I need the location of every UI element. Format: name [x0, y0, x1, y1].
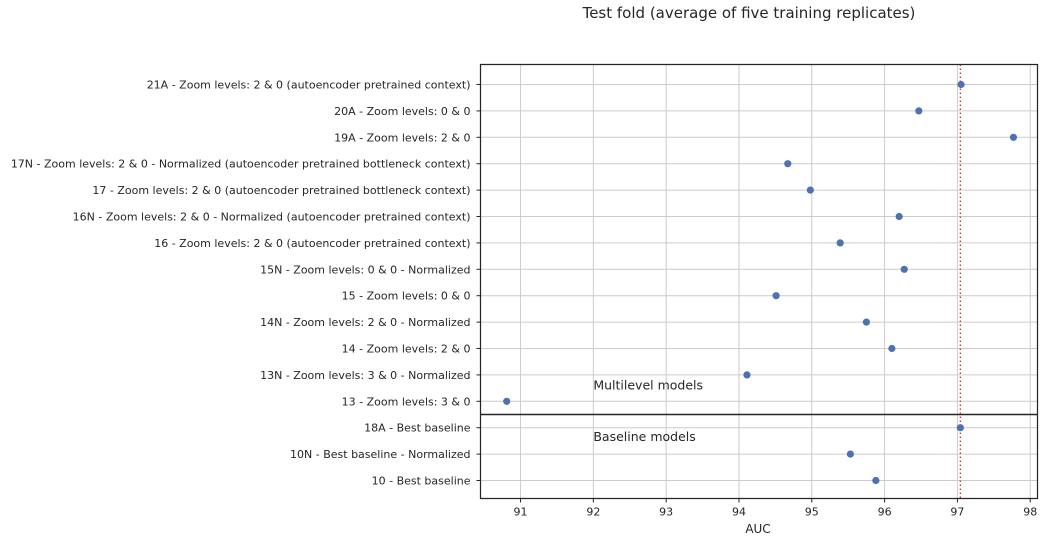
data-point [772, 292, 780, 300]
data-point [888, 344, 896, 353]
data-point [836, 239, 844, 247]
x-tick-label: 97 [950, 506, 964, 519]
annotation-multilevel: Multilevel models [593, 377, 703, 392]
data-point [503, 397, 511, 405]
data-point [862, 318, 870, 326]
data-point [956, 424, 964, 432]
y-tick-label: 10 - Best baseline [372, 475, 471, 488]
data-point [784, 160, 792, 168]
data-point [900, 265, 908, 273]
x-tick-label: 94 [732, 506, 746, 519]
y-tick-label: 14N - Zoom levels: 2 & 0 - Normalized [260, 316, 470, 329]
data-point [915, 107, 923, 115]
y-tick-label: 14 - Zoom levels: 2 & 0 [342, 343, 471, 356]
grid-lines [480, 64, 1038, 499]
y-tick-label: 20A - Zoom levels: 0 & 0 [334, 105, 470, 118]
y-tick-labels: 21A - Zoom levels: 2 & 0 (autoencoder pr… [11, 79, 481, 488]
y-tick-label: 19A - Zoom levels: 2 & 0 [334, 131, 470, 144]
data-point [846, 450, 854, 458]
y-tick-label: 13N - Zoom levels: 3 & 0 - Normalized [260, 369, 470, 382]
y-tick-label: 15 - Zoom levels: 0 & 0 [342, 290, 471, 303]
data-point [1009, 133, 1018, 141]
chart-title: Test fold (average of five training repl… [582, 4, 916, 22]
y-tick-label: 13 - Zoom levels: 3 & 0 [342, 395, 471, 408]
data-point [957, 80, 965, 89]
x-tick-label: 91 [514, 506, 528, 519]
data-points [503, 80, 1018, 485]
plot-frame [479, 63, 1039, 500]
annotation-baseline: Baseline models [593, 429, 695, 444]
y-tick-label: 21A - Zoom levels: 2 & 0 (autoencoder pr… [147, 79, 471, 92]
x-tick-label: 95 [805, 506, 819, 519]
y-tick-label: 10N - Best baseline - Normalized [290, 448, 470, 461]
x-axis-label: AUC [745, 522, 770, 536]
x-tick-label: 98 [1023, 506, 1037, 519]
x-tick-label: 96 [878, 506, 892, 519]
data-point [743, 371, 751, 379]
data-point [895, 212, 903, 221]
y-tick-label: 17N - Zoom levels: 2 & 0 - Normalized (a… [11, 158, 471, 171]
y-tick-label: 15N - Zoom levels: 0 & 0 - Normalized [260, 263, 470, 276]
annotations: Multilevel models Baseline models [593, 377, 703, 443]
y-tick-label: 16 - Zoom levels: 2 & 0 (autoencoder pre… [154, 237, 470, 250]
data-point [872, 476, 880, 485]
y-tick-label: 17 - Zoom levels: 2 & 0 (autoencoder pre… [92, 184, 470, 197]
x-tick-label: 92 [586, 506, 600, 519]
y-tick-label: 16N - Zoom levels: 2 & 0 - Normalized (a… [73, 211, 471, 224]
x-tick-label: 93 [659, 506, 673, 519]
x-tick-labels: 91 92 93 94 95 96 97 98 [514, 498, 1037, 519]
y-tick-label: 18A - Best baseline [364, 422, 471, 435]
data-point [806, 186, 814, 194]
